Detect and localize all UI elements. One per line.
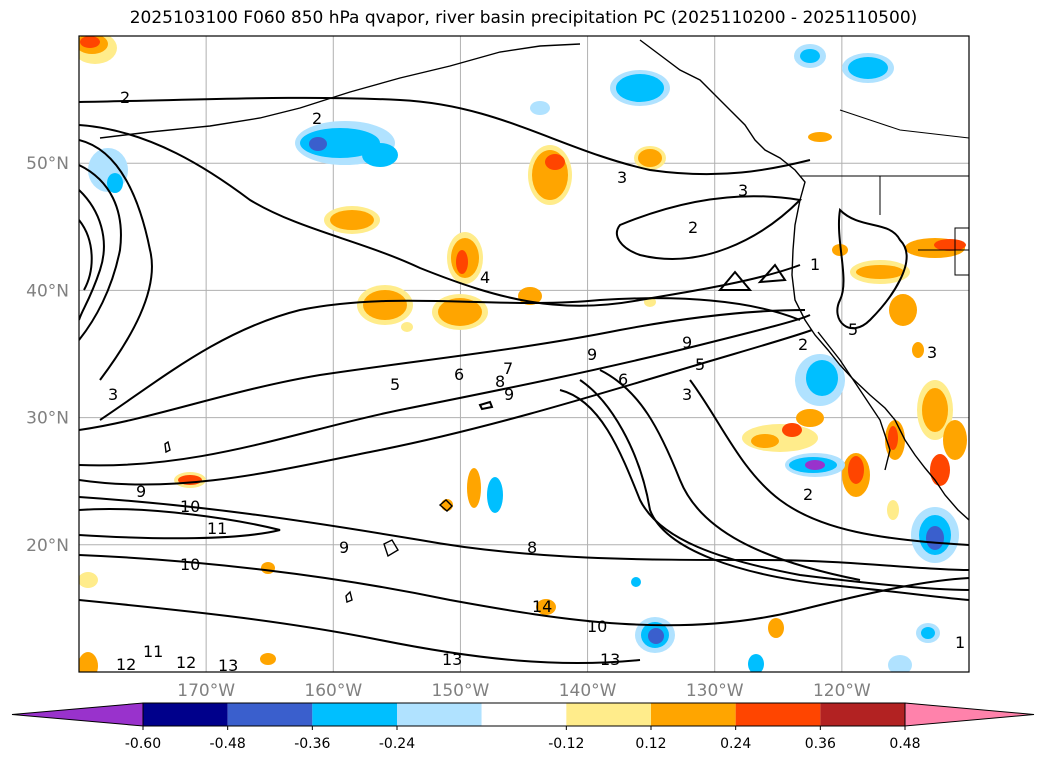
colorbar-tick-label: 0.12 xyxy=(635,736,666,752)
svg-text:2: 2 xyxy=(688,218,698,237)
lon-tick-label: 150°W xyxy=(432,681,490,701)
lat-tick-label: 20°N xyxy=(26,536,69,556)
lon-tick-label: 160°W xyxy=(304,681,362,701)
map-frame xyxy=(78,35,970,673)
colorbar-segment xyxy=(143,703,228,726)
svg-text:8: 8 xyxy=(527,538,537,557)
negative-anomaly-blobs xyxy=(88,44,959,672)
svg-text:1: 1 xyxy=(955,633,965,652)
svg-text:3: 3 xyxy=(927,343,937,362)
svg-text:7: 7 xyxy=(503,359,513,378)
svg-text:9: 9 xyxy=(587,345,597,364)
colorbar-segment xyxy=(397,703,482,726)
svg-text:13: 13 xyxy=(442,650,462,669)
svg-text:10: 10 xyxy=(180,555,200,574)
svg-text:8: 8 xyxy=(495,372,505,391)
svg-text:3: 3 xyxy=(617,168,627,187)
colorbar-tick-label: -0.60 xyxy=(125,736,161,752)
svg-text:2: 2 xyxy=(312,109,322,128)
svg-text:3: 3 xyxy=(738,181,748,200)
colorbar: -0.60 -0.48 -0.36 -0.24 -0.12 0.12 0.24 0.36 0.4… xyxy=(11,702,1035,752)
colorbar-segment xyxy=(481,703,567,726)
qvapor-contours xyxy=(79,96,969,665)
map-title: 2025103100 F060 850 hPa qvapor, river ba… xyxy=(129,8,918,28)
colorbar-segment xyxy=(820,703,905,726)
positive-anomaly-blobs xyxy=(79,36,967,672)
map-gridlines xyxy=(79,36,969,672)
svg-text:6: 6 xyxy=(618,370,628,389)
colorbar-segment xyxy=(227,703,313,726)
svg-text:4: 4 xyxy=(480,268,490,287)
colorbar-tick-label: -0.24 xyxy=(379,736,415,752)
lon-tick-label: 120°W xyxy=(813,681,871,701)
colorbar-tick-label: 0.24 xyxy=(720,736,751,752)
svg-text:3: 3 xyxy=(682,385,692,404)
precipitation-shading xyxy=(79,36,967,672)
lat-tick-label: 30°N xyxy=(26,409,69,429)
colorbar-tick-label: 0.36 xyxy=(805,736,836,752)
svg-text:10: 10 xyxy=(587,617,607,636)
political-borders xyxy=(800,109,969,276)
svg-text:12: 12 xyxy=(176,653,196,672)
colorbar-tick-label: -0.36 xyxy=(294,736,330,752)
longitude-labels: 170°W 160°W 150°W 140°W 130°W 120°W xyxy=(177,681,871,701)
colorbar-outline xyxy=(142,702,906,727)
colorbar-segment xyxy=(566,703,651,726)
svg-text:13: 13 xyxy=(218,656,238,675)
svg-text:6: 6 xyxy=(454,365,464,384)
svg-text:11: 11 xyxy=(143,642,163,661)
colorbar-segment xyxy=(651,703,736,726)
latitude-labels: 50°N 40°N 30°N 20°N xyxy=(26,154,69,556)
svg-text:9: 9 xyxy=(339,538,349,557)
colorbar-segment xyxy=(312,703,397,726)
colorbar-segment xyxy=(735,703,821,726)
svg-text:5: 5 xyxy=(695,355,705,374)
qvapor-contour-labels: 2 2 3 3 2 4 5 6 7 8 9 9 9 6 5 3 3 9 10 1… xyxy=(108,88,965,675)
svg-text:13: 13 xyxy=(600,650,620,669)
svg-text:9: 9 xyxy=(136,482,146,501)
svg-text:14: 14 xyxy=(532,597,552,616)
lon-tick-label: 130°W xyxy=(686,681,744,701)
colorbar-min-arrow xyxy=(11,702,144,727)
lat-tick-label: 40°N xyxy=(26,281,69,301)
colorbar-tick-label: 0.48 xyxy=(889,736,920,752)
colorbar-tick-label: -0.12 xyxy=(548,736,584,752)
svg-text:2: 2 xyxy=(120,88,130,107)
lon-tick-label: 170°W xyxy=(177,681,235,701)
lat-tick-label: 50°N xyxy=(26,154,69,174)
lon-tick-label: 140°W xyxy=(559,681,617,701)
svg-text:5: 5 xyxy=(848,320,858,339)
svg-text:3: 3 xyxy=(108,385,118,404)
svg-text:10: 10 xyxy=(180,497,200,516)
colorbar-tick-label: -0.48 xyxy=(210,736,246,752)
colorbar-max-arrow xyxy=(904,702,1035,727)
svg-text:9: 9 xyxy=(682,333,692,352)
svg-text:5: 5 xyxy=(390,375,400,394)
coastlines xyxy=(99,39,969,603)
svg-text:11: 11 xyxy=(207,519,227,538)
svg-text:2: 2 xyxy=(798,335,808,354)
svg-text:9: 9 xyxy=(504,385,514,404)
svg-text:12: 12 xyxy=(116,655,136,674)
svg-text:1: 1 xyxy=(810,255,820,274)
svg-text:2: 2 xyxy=(803,485,813,504)
